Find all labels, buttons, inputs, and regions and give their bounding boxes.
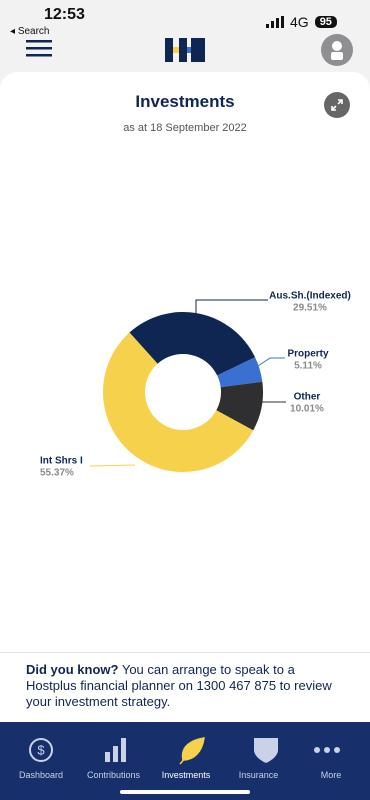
profile-button[interactable]: [321, 34, 353, 66]
status-icons: 4G 95: [266, 14, 337, 30]
svg-text:$: $: [37, 742, 45, 757]
tab-icons: $: [29, 737, 340, 794]
tip-text: You can arrange to speak to a Hostplus f…: [26, 662, 332, 709]
tab-label[interactable]: More: [320, 770, 342, 780]
card-subtitle: as at 18 September 2022: [123, 122, 247, 134]
slice-label: Int Shrs I: [40, 456, 83, 467]
tip-lead: Did you know?: [26, 662, 119, 677]
logo: [165, 38, 205, 62]
donut-slice: [216, 381, 264, 431]
slice-label: Property: [287, 349, 329, 360]
expand-button[interactable]: [324, 92, 350, 118]
slice-value: 29.51%: [293, 303, 327, 314]
donut-slice: [103, 332, 254, 472]
battery: 95: [314, 16, 337, 28]
signal-icon: [266, 16, 284, 28]
slice-value: 10.01%: [290, 404, 324, 415]
clock: 12:53: [44, 6, 85, 23]
tip-panel: Did you know? You can arrange to speak t…: [0, 652, 370, 723]
investments-card: Investments as at 18 September 2022: [0, 72, 370, 652]
leader-line: [195, 299, 268, 318]
menu-button[interactable]: [26, 40, 52, 58]
tab-bar: $ Dashboard Contributions Investments Insur…: [0, 722, 370, 800]
back-link[interactable]: ◂ Search: [10, 26, 50, 37]
back-text[interactable]: Search: [17, 26, 50, 37]
tab-label[interactable]: Insurance: [238, 770, 279, 780]
network: 4G: [290, 14, 309, 30]
slice-label: Aus.Sh.(Indexed): [269, 291, 351, 302]
tab-label[interactable]: Investments: [161, 770, 211, 780]
leader-line: [257, 357, 285, 367]
slice-value: 5.11%: [294, 361, 322, 372]
donut-slice: [129, 312, 256, 376]
tab-label[interactable]: Dashboard: [18, 770, 64, 780]
donut-slice: [217, 357, 263, 388]
tab-label[interactable]: Contributions: [86, 770, 141, 780]
card-title: Investments: [135, 92, 235, 111]
slice-value: 55.37%: [40, 468, 74, 479]
leader-line: [89, 464, 136, 467]
slice-label: Other: [294, 392, 321, 403]
